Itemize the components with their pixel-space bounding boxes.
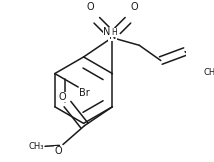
Text: O: O: [59, 92, 67, 102]
Text: H: H: [111, 28, 117, 37]
Text: O: O: [54, 146, 62, 156]
Text: N: N: [103, 27, 110, 37]
Text: CH₃: CH₃: [29, 142, 44, 151]
Text: O: O: [87, 2, 95, 12]
Text: N: N: [109, 31, 116, 41]
Text: Br: Br: [79, 88, 90, 98]
Text: O: O: [130, 2, 138, 12]
Text: CH₃: CH₃: [204, 68, 214, 77]
